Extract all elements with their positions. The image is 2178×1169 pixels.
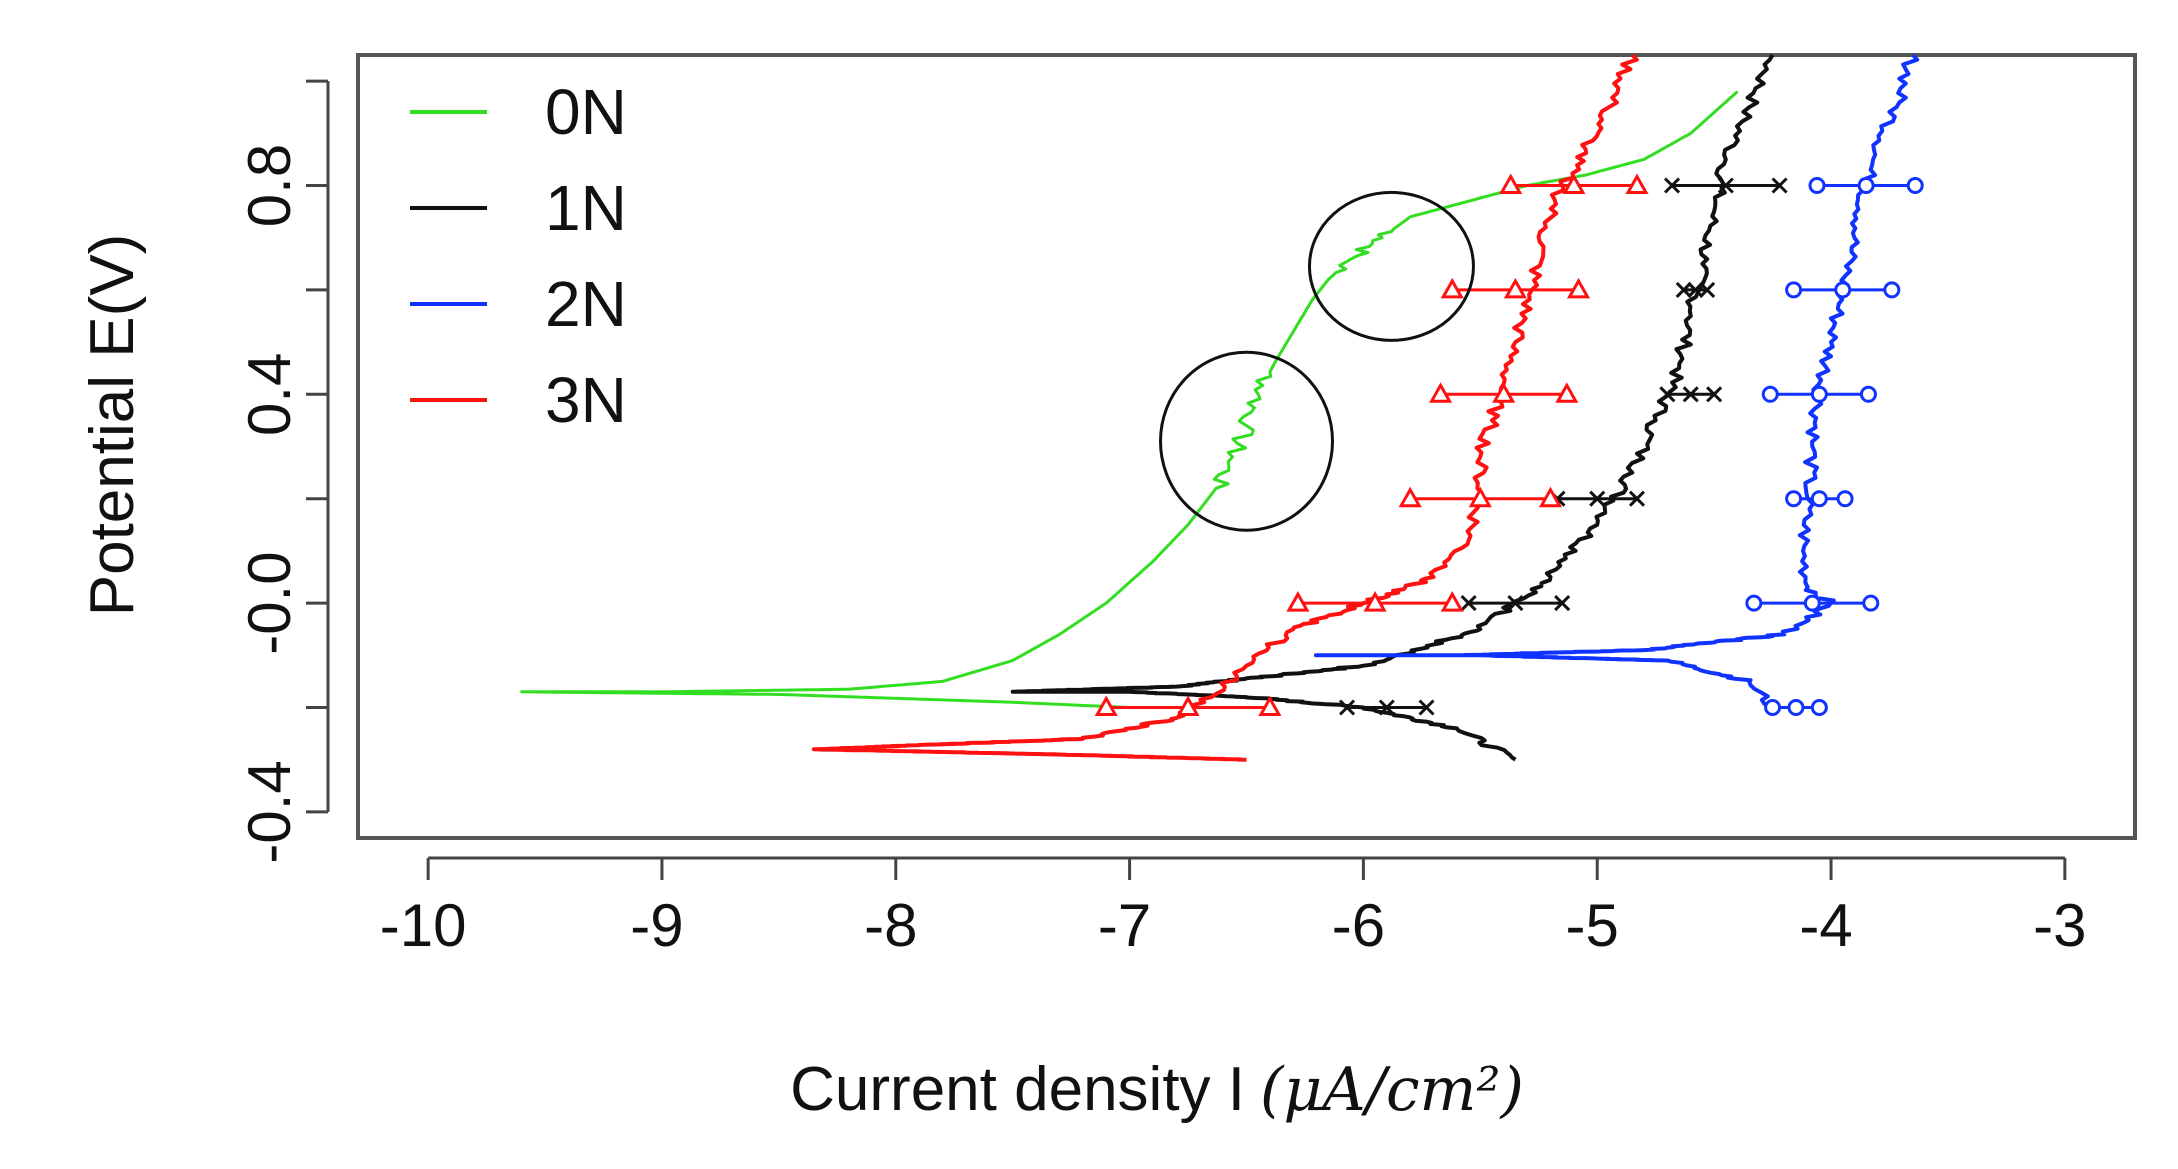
marker-x [1706, 386, 1723, 403]
marker-circle [1785, 281, 1803, 299]
marker-triangle [1555, 382, 1579, 403]
marker-triangle [1094, 695, 1118, 716]
legend-item-0N: 0N [410, 76, 627, 148]
marker-circle [1803, 594, 1821, 612]
plot-area [520, 53, 1924, 762]
series-line-3N [811, 53, 1639, 762]
x-tick-label: -7 [1098, 892, 1151, 959]
marker-circle [1764, 699, 1782, 716]
annotations [1159, 190, 1475, 532]
marker-triangle [1566, 277, 1591, 299]
marker-circle [1810, 490, 1828, 508]
marker-x [1460, 595, 1477, 612]
series-0N [520, 90, 1739, 709]
series-line-2N [1313, 53, 1920, 710]
marker-triangle [1492, 382, 1516, 403]
series-line-0N [520, 90, 1739, 709]
series-3N [811, 53, 1649, 762]
marker-x [1675, 281, 1692, 298]
marker-circle [1761, 385, 1779, 403]
marker-x [1682, 386, 1699, 403]
marker-x [1687, 281, 1704, 298]
x-axis: -10 -9 -8 -7 -6 -5 -4 -3 [380, 856, 2087, 959]
marker-triangle [1562, 173, 1586, 194]
y-tick-label: 0.8 [236, 144, 303, 227]
legend: 0N 1N 2N 3N [410, 76, 627, 436]
highlight-circle-lower [1159, 350, 1334, 532]
series-2N [1313, 53, 1924, 716]
marker-triangle [1503, 277, 1527, 299]
series-1N [1010, 53, 1788, 762]
marker-circle [1787, 699, 1805, 716]
marker-circle [1808, 177, 1826, 194]
marker-circle [1906, 177, 1924, 194]
x-tick-label: -9 [630, 892, 683, 959]
marker-triangle [1440, 277, 1464, 299]
y-tick-label: -0.4 [236, 760, 303, 863]
legend-label: 3N [545, 364, 627, 436]
x-tick-label: -10 [380, 892, 467, 959]
y-axis-title: Potential E(V) [78, 234, 147, 617]
marker-x [1554, 595, 1571, 612]
marker-circle [1834, 281, 1852, 299]
x-tick-label: -3 [2033, 892, 2086, 959]
x-tick-label: -8 [864, 892, 917, 959]
series-line-1N [1010, 53, 1775, 762]
x-tick-label: -5 [1566, 892, 1619, 959]
marker-x [1589, 490, 1606, 507]
marker-circle [1810, 385, 1828, 403]
marker-circle [1810, 699, 1828, 716]
marker-triangle [1176, 695, 1200, 716]
marker-circle [1745, 594, 1763, 612]
marker-triangle [1363, 591, 1387, 612]
marker-circle [1785, 490, 1803, 508]
marker-x [1699, 281, 1716, 298]
marker-circle [1862, 594, 1880, 612]
marker-triangle [1468, 486, 1492, 508]
marker-triangle [1499, 173, 1523, 194]
legend-label: 1N [545, 172, 627, 244]
marker-circle [1836, 490, 1854, 508]
marker-triangle [1286, 591, 1310, 612]
marker-circle [1883, 281, 1901, 299]
marker-x [1663, 177, 1681, 194]
legend-item-2N: 2N [410, 268, 627, 340]
legend-label: 0N [545, 76, 627, 148]
marker-triangle [1398, 486, 1422, 508]
marker-x [1628, 490, 1646, 507]
marker-triangle [1258, 695, 1282, 716]
marker-triangle [1429, 382, 1453, 403]
marker-triangle [1538, 486, 1563, 508]
legend-item-3N: 3N [410, 364, 627, 436]
y-axis: -0.4 -0.0 0.4 0.8 [236, 79, 330, 864]
marker-triangle [1625, 173, 1649, 194]
marker-x [1338, 699, 1356, 716]
highlight-circle-upper [1307, 190, 1475, 342]
x-tick-label: -6 [1332, 892, 1385, 959]
legend-item-1N: 1N [410, 172, 627, 244]
marker-x [1378, 699, 1395, 716]
marker-x [1507, 595, 1524, 612]
marker-circle [1857, 177, 1875, 194]
marker-circle [1859, 385, 1877, 403]
x-tick-label: -4 [1799, 892, 1852, 959]
marker-x [1771, 177, 1788, 194]
y-tick-label: -0.0 [236, 551, 303, 654]
y-tick-label: 0.4 [236, 353, 303, 436]
legend-label: 2N [545, 268, 627, 340]
marker-x [1418, 699, 1435, 716]
marker-x [1659, 386, 1676, 403]
marker-x [1717, 177, 1734, 194]
x-axis-title: Current density I [790, 1055, 1245, 1124]
marker-triangle [1440, 591, 1464, 612]
x-axis-unit: (μA/cm²) [1260, 1055, 1524, 1125]
